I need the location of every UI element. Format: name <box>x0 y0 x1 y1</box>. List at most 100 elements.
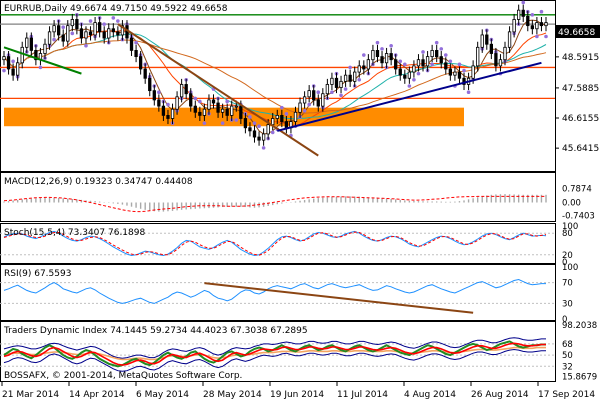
macd-label: MACD(12,26,9) 0.19323 0.34747 0.44408 <box>4 177 193 187</box>
candle-body <box>16 62 20 76</box>
candle-body <box>526 15 530 27</box>
candle-body <box>257 136 261 141</box>
candle-body <box>6 56 11 70</box>
sar-dot <box>134 40 138 45</box>
tdi-axis-tick: 15.8679 <box>562 372 597 382</box>
candle-body <box>161 105 166 116</box>
time-tick-label: 21 Mar 2014 <box>2 390 59 400</box>
candle-body <box>530 25 534 30</box>
sar-dot <box>261 146 266 150</box>
candle-body <box>330 77 334 85</box>
candle-body <box>284 121 289 129</box>
sar-dot <box>539 9 544 14</box>
rsi-pane <box>0 278 555 314</box>
main-pane-frame <box>0 0 556 172</box>
tdi-axis-tick: 68 <box>562 340 573 350</box>
sar-dot <box>70 31 75 36</box>
candle-body <box>57 25 61 36</box>
candle-body <box>252 130 257 138</box>
candle-body <box>189 93 193 107</box>
candle-body <box>321 93 325 107</box>
macd-axis-tick: 0.00 <box>562 199 581 209</box>
time-tick-label: 11 Jul 2014 <box>337 390 388 400</box>
time-tick-label: 26 Aug 2014 <box>471 390 529 400</box>
candle-body <box>462 77 466 85</box>
candle-body <box>2 56 6 61</box>
stochastic-label: Stoch(15,5,4) 73.3407 76.1898 <box>4 228 145 238</box>
current-price-marker-bg <box>556 25 600 38</box>
sar-dot <box>421 50 425 54</box>
candle-body <box>157 99 161 107</box>
candle-body <box>348 74 352 82</box>
stoch-axis-tick: 20 <box>562 251 573 261</box>
candle-body <box>416 59 421 67</box>
price-tick-label: 48.5915 <box>562 53 599 63</box>
rsi-label: RSI(9) 67.5593 <box>4 269 71 279</box>
sar-dot <box>38 65 43 70</box>
sar-dot <box>61 25 66 30</box>
candle-body <box>425 56 430 67</box>
price-axis: 48.5915 47.5885 46.6155 45.6415 <box>555 53 599 154</box>
candle-body <box>70 19 74 27</box>
candle-body <box>193 105 197 113</box>
candle-body <box>489 43 493 54</box>
macd-signal-line <box>3 195 546 213</box>
sar-dot <box>448 59 453 64</box>
tdi-axis-tick: 98.2038 <box>562 321 597 331</box>
sar-dot <box>234 118 239 122</box>
time-tick-label: 19 Jun 2014 <box>270 390 324 400</box>
candle-body <box>494 53 498 67</box>
support-zone-rectangle[interactable] <box>4 107 464 127</box>
trendlines[interactable] <box>3 23 542 157</box>
current-price-label: 49.6658 <box>558 28 595 38</box>
sar-dot <box>84 43 88 48</box>
candle-body <box>43 43 47 54</box>
candle-body <box>243 118 248 129</box>
copyright-label: BOSSAFX, © 2001-2014, MetaQuotes Softwar… <box>4 371 242 381</box>
candle-body <box>216 102 220 113</box>
trendline-channel <box>3 46 82 75</box>
sar-dot <box>535 34 539 39</box>
sar-dot <box>362 53 366 57</box>
sar-dot <box>403 62 407 67</box>
candle-body <box>307 90 311 98</box>
candle-body <box>312 90 316 101</box>
sar-dot <box>116 19 120 23</box>
candle-body <box>166 114 170 119</box>
rsi-axis-tick: 100 <box>562 263 578 273</box>
rsi-axis-tick: 70 <box>562 279 573 289</box>
price-pane[interactable] <box>0 0 555 157</box>
price-tick-label: 46.6155 <box>562 114 599 124</box>
sar-dot <box>88 19 93 23</box>
candle-body <box>234 105 238 108</box>
tdi-lower-band <box>3 348 546 372</box>
candle-body <box>353 71 357 82</box>
candle-body <box>517 9 521 20</box>
candle-body <box>339 80 343 88</box>
tdi-rsi-price-line <box>3 340 546 368</box>
candle-body <box>403 74 407 79</box>
candle-body <box>116 31 120 36</box>
sar-dot <box>252 121 257 125</box>
candle-body <box>539 22 544 27</box>
time-axis: 21 Mar 2014 14 Apr 2014 6 May 2014 28 May 2… <box>1 382 595 400</box>
candle-body <box>202 108 207 116</box>
candle-body <box>175 96 179 110</box>
candle-body <box>143 68 147 79</box>
macd-pane-frame <box>0 172 556 222</box>
sar-dot <box>443 53 448 57</box>
time-tick-label: 14 Apr 2014 <box>69 390 125 400</box>
sar-dot <box>316 90 321 94</box>
sar-dot <box>166 102 170 107</box>
candle-body <box>535 22 539 30</box>
candle-body <box>498 59 503 67</box>
candle-body <box>439 56 443 64</box>
macd-axis-tick: 0.7874 <box>562 185 592 195</box>
candle-body <box>34 50 38 61</box>
candle-body <box>503 46 507 61</box>
rsi-pane-frame <box>0 264 556 321</box>
candle-body <box>544 22 548 27</box>
